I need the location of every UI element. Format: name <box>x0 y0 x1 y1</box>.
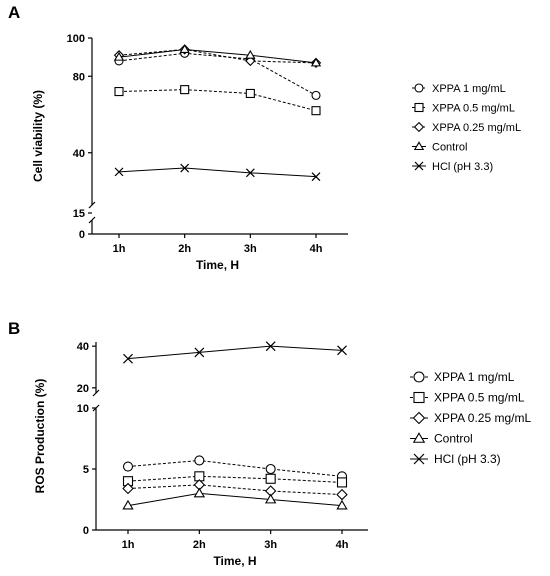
panel-a-label: A <box>8 3 20 22</box>
y-tick-label: 5 <box>83 464 89 476</box>
data-point-circle <box>122 461 134 472</box>
series-hcl-ph-3-3 <box>123 341 347 364</box>
y-tick-label: 100 <box>67 33 85 45</box>
data-point-triangle <box>122 499 134 510</box>
x-tick-label: 1h <box>113 243 126 255</box>
legend-label: XPPA 1 mg/mL <box>434 370 515 384</box>
data-point-square <box>336 477 348 488</box>
y-tick-label: 10 <box>77 403 89 415</box>
legend-label: XPPA 0.25 mg/mL <box>434 411 531 425</box>
legend-marker-triangle <box>413 141 425 151</box>
y-tick-label: 80 <box>73 71 85 83</box>
data-point-triangle <box>310 57 322 67</box>
data-point-square <box>265 473 276 484</box>
data-point-triangle <box>264 493 277 504</box>
x-tick-label: 3h <box>244 243 257 255</box>
legend-label: XPPA 0.5 mg/mL <box>434 391 525 405</box>
series-xppa-1-mg-ml <box>114 48 321 100</box>
x-tick-label: 1h <box>122 539 135 551</box>
data-point-triangle <box>193 487 206 498</box>
data-point-triangle <box>336 499 348 510</box>
series-line <box>118 48 317 64</box>
y-tick-label: 40 <box>73 148 85 160</box>
series-control <box>113 44 322 67</box>
series-xppa-0-25-mg-ml <box>113 44 322 69</box>
data-point-diamond <box>336 488 348 501</box>
data-point-circle <box>194 455 205 466</box>
legend-marker-circle <box>414 83 424 93</box>
legend-label: Control <box>432 142 467 154</box>
series-line <box>118 167 317 178</box>
x-axis-title: Time, H <box>196 258 239 272</box>
legend-marker-square <box>413 391 425 404</box>
series-line <box>127 492 343 507</box>
data-point-x <box>194 347 205 358</box>
x-tick-label: 4h <box>336 539 349 551</box>
series-line <box>127 475 343 483</box>
legend-marker-circle <box>413 371 425 383</box>
legend-label: XPPA 0.5 mg/mL <box>432 103 515 115</box>
data-point-x <box>123 353 133 364</box>
axis-break-mark <box>92 389 100 397</box>
y-tick-label: 20 <box>77 383 89 395</box>
legend-marker-x <box>413 453 425 465</box>
data-point-x <box>311 172 321 182</box>
axis-break-mark <box>88 201 96 209</box>
data-point-triangle <box>245 49 256 59</box>
legend-label: HCl (pH 3.3) <box>432 161 493 173</box>
legend-marker-square <box>414 102 424 113</box>
axis-break-mark <box>88 216 96 224</box>
series-line <box>127 484 343 496</box>
x-tick-label: 2h <box>193 539 206 551</box>
legend-label: Control <box>434 432 473 446</box>
data-point-x <box>337 345 347 356</box>
legend-marker-x <box>414 161 424 171</box>
legend-marker-triangle <box>412 432 426 443</box>
data-point-square <box>180 85 190 95</box>
series-line <box>127 459 343 477</box>
data-point-square <box>245 88 255 99</box>
series-xppa-0-5-mg-ml <box>122 471 348 488</box>
y-axis-title: ROS Production (%) <box>33 379 47 494</box>
data-point-circle <box>265 463 276 475</box>
x-tick-label: 2h <box>178 243 191 255</box>
legend-marker-diamond <box>413 121 425 133</box>
legend: XPPA 1 mg/mL XPPA 0.5 mg/mL XPPA 0.25 mg/m… <box>412 83 521 173</box>
data-point-x <box>265 341 276 352</box>
legend-label: XPPA 0.25 mg/mL <box>432 122 521 134</box>
data-point-x <box>180 163 190 173</box>
legend-label: XPPA 1 mg/mL <box>432 83 506 95</box>
x-tick-label: 3h <box>264 539 277 551</box>
data-point-diamond <box>122 482 134 495</box>
y-tick-label: 15 <box>73 208 85 220</box>
x-tick-label: 4h <box>310 243 323 255</box>
series-line <box>118 48 317 64</box>
y-tick-label: 0 <box>83 525 89 537</box>
legend: XPPA 1 mg/mL XPPA 0.5 mg/mL XPPA 0.25 mg/m… <box>410 370 531 466</box>
y-axis-title: Cell viability (%) <box>31 90 45 182</box>
data-point-circle <box>311 90 321 100</box>
chart-cell-viability: 0 15 40 80 100 1h 2h 3h 4h Time, H Cell viability … <box>31 33 521 272</box>
data-point-triangle <box>113 51 125 61</box>
series-line <box>127 345 343 360</box>
data-point-triangle <box>179 44 190 54</box>
series-xppa-0-5-mg-ml <box>114 85 321 116</box>
y-tick-label: 0 <box>79 229 85 241</box>
series-line <box>118 89 317 112</box>
data-point-x <box>114 167 124 177</box>
series-hcl-ph-3-3 <box>114 163 321 182</box>
legend-label: HCl (pH 3.3) <box>434 452 501 466</box>
panel-b-label: B <box>8 319 20 338</box>
chart-ros-production: 0 5 10 20 40 1h 2h 3h 4h Time, H ROS Production (%… <box>33 341 531 568</box>
data-point-square <box>114 87 124 97</box>
x-axis-title: Time, H <box>213 554 256 568</box>
series-control <box>122 487 348 510</box>
data-point-square <box>311 106 321 116</box>
data-point-x <box>245 168 255 178</box>
legend-marker-diamond <box>412 411 426 425</box>
y-tick-label: 40 <box>77 341 89 353</box>
